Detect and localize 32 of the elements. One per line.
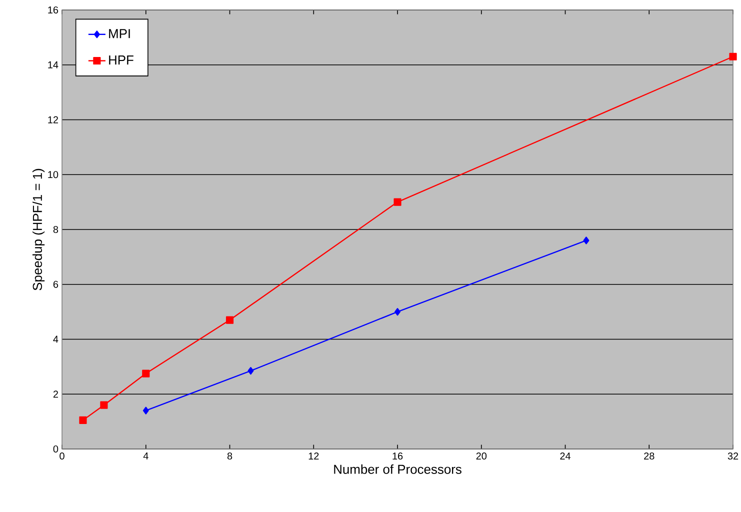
point [79,416,87,424]
x-tick-label: 16 [392,452,403,460]
point [248,367,254,375]
x-tick-label: 8 [227,452,232,460]
x-tick-label: 4 [143,452,148,460]
x-axis-title: Number of Processors [334,464,462,474]
y-tick-label: 10 [48,171,58,178]
point [142,406,149,414]
x-tick-label: 28 [644,452,654,460]
point [394,198,402,206]
y-tick-label: 4 [53,336,58,343]
x-tick-label: 32 [728,452,738,460]
y-axis-title: Speedup (HPF/1 = 1) [32,168,45,290]
x-tick-label: 12 [308,452,319,460]
legend-label: MPI [109,29,130,38]
point [142,370,150,378]
x-tick-label: 0 [60,452,64,460]
legend-label: HPF [109,56,134,64]
point [729,52,737,60]
x-tick-label: 20 [476,452,487,460]
y-tick-label: 6 [53,280,58,288]
y-tick-label: 14 [48,61,58,68]
point [394,308,400,316]
y-tick-label: 12 [48,116,58,124]
y-tick-label: 2 [53,390,58,398]
y-tick-label: 0 [53,445,58,453]
point [226,316,234,324]
y-tick-label: 16 [48,6,58,14]
x-tick-label: 24 [560,452,571,460]
point [583,236,590,244]
point [100,401,108,409]
y-tick-label: 8 [53,226,58,234]
